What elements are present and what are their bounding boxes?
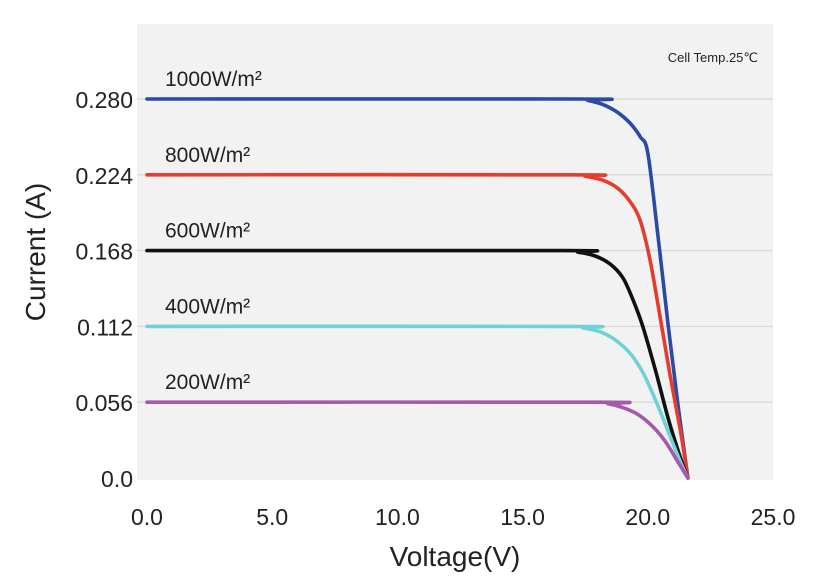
y-tick-label: 0.056 [75,390,133,416]
y-tick-label: 0.0 [101,466,133,492]
series-label-0: 1000W/m² [165,68,262,91]
series-label-2: 600W/m² [165,220,250,243]
y-tick-label: 0.168 [75,239,133,265]
y-tick-label: 0.280 [75,87,133,113]
x-tick-label: 15.0 [500,504,545,530]
x-tick-label: 20.0 [625,504,670,530]
series-label-4: 200W/m² [165,371,250,394]
series-line-1 [145,172,690,480]
x-tick-labels: 0.0 5.0 10.0 15.0 20.0 25.0 [131,504,795,530]
series-line-0 [145,97,690,480]
series-label-3: 400W/m² [165,295,250,318]
y-tick-labels: 0.0 0.056 0.112 0.168 0.224 0.280 [75,87,133,492]
x-tick-label: 5.0 [256,504,288,530]
series-line-3 [145,324,690,480]
y-axis-label: Current (A) [20,183,51,321]
series-labels: 1000W/m² 800W/m² 600W/m² 400W/m² 200W/m² [165,68,262,394]
y-tick-label: 0.224 [75,163,133,189]
series-lines [145,97,690,480]
series-line-4 [145,400,690,480]
series-line-2 [145,248,690,480]
x-axis-label: Voltage(V) [390,541,521,572]
y-tick-label: 0.112 [77,314,133,340]
x-tick-label: 25.0 [751,504,796,530]
x-tick-label: 0.0 [131,504,163,530]
annotation-cell-temp: Cell Temp.25℃ [668,50,758,65]
series-label-1: 800W/m² [165,144,250,167]
x-tick-label: 10.0 [375,504,420,530]
